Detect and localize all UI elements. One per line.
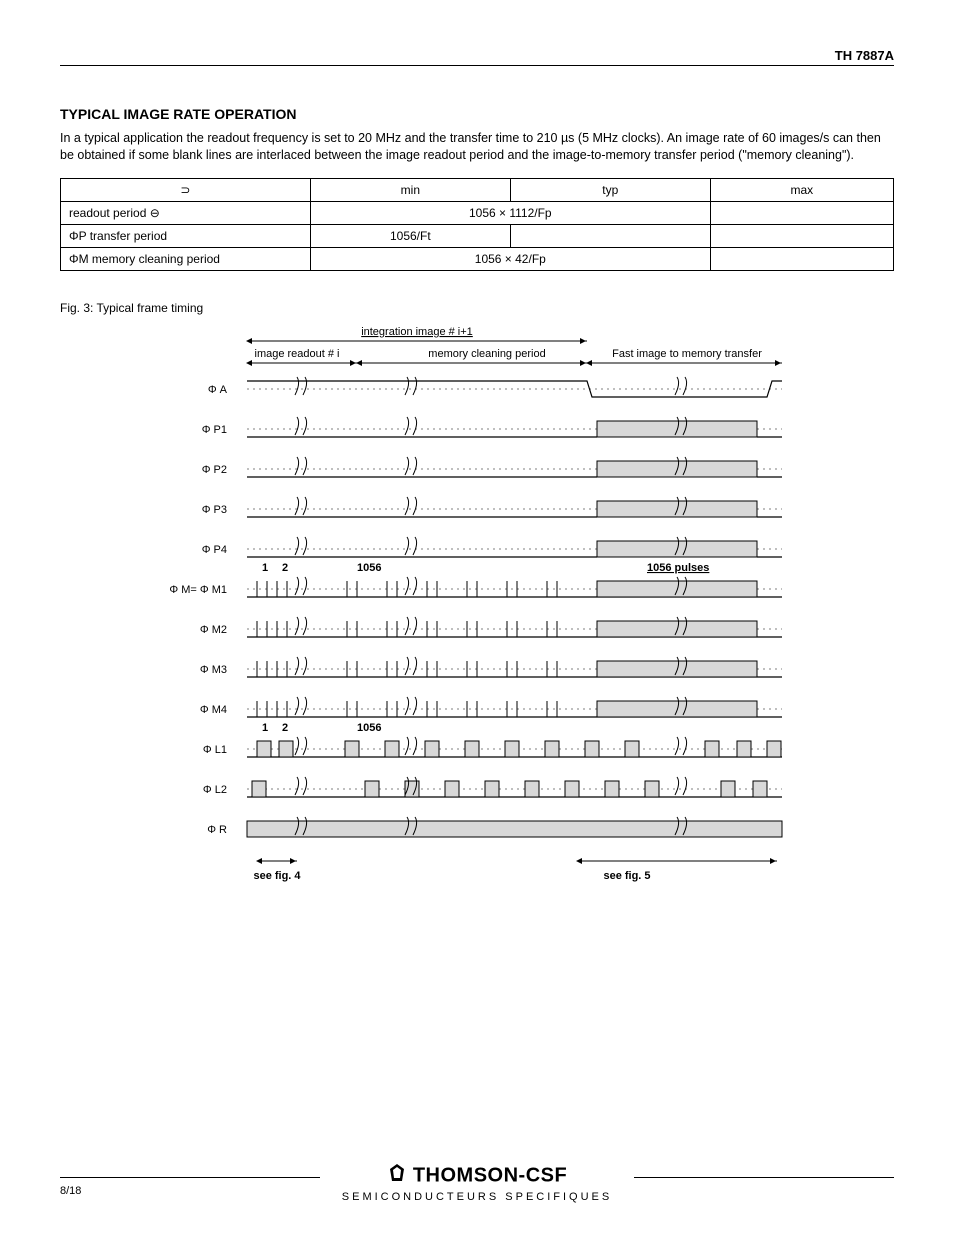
- timing-table: ⊃ min typ max readout period ⊖ 1056 × 11…: [60, 178, 894, 271]
- svg-text:2: 2: [282, 562, 288, 574]
- svg-text:see fig. 4: see fig. 4: [253, 870, 301, 882]
- cell: [710, 201, 893, 224]
- col-header: typ: [510, 178, 710, 201]
- footer: THOMSON-CSF SEMICONDUCTEURS SPECIFIQUES …: [0, 1163, 954, 1203]
- svg-text:Φ R: Φ R: [207, 824, 227, 836]
- cell: [510, 224, 710, 247]
- table-row: readout period ⊖ 1056 × 1112/Fp: [61, 201, 894, 224]
- svg-text:1056: 1056: [357, 562, 381, 574]
- table-row: ΦP transfer period 1056/Ft: [61, 224, 894, 247]
- svg-text:1056: 1056: [357, 722, 381, 734]
- section-paragraph: In a typical application the readout fre…: [60, 130, 894, 164]
- label: memory cleaning period: [428, 348, 545, 360]
- logo-icon: [387, 1163, 407, 1183]
- cell: 1056 × 1112/Fp: [310, 201, 710, 224]
- cell: 1056/Ft: [310, 224, 510, 247]
- col-header: min: [310, 178, 510, 201]
- cell: ΦP transfer period: [61, 224, 311, 247]
- cell: ΦM memory cleaning period: [61, 247, 311, 270]
- svg-text:2: 2: [282, 722, 288, 734]
- svg-text:Φ P4: Φ P4: [202, 544, 227, 556]
- svg-text:1056 pulses: 1056 pulses: [647, 562, 709, 574]
- col-header: max: [710, 178, 893, 201]
- svg-text:Φ M2: Φ M2: [200, 624, 227, 636]
- svg-text:Φ A: Φ A: [208, 384, 228, 396]
- cell: readout period ⊖: [61, 201, 311, 224]
- timing-diagram: integration image # i+1 image readout # …: [157, 321, 797, 906]
- svg-text:Φ M3: Φ M3: [200, 664, 227, 676]
- section-title: TYPICAL IMAGE RATE OPERATION: [60, 106, 894, 122]
- col-header: ⊃: [61, 178, 311, 201]
- footer-rule: [634, 1177, 894, 1178]
- svg-text:Φ L1: Φ L1: [203, 744, 227, 756]
- svg-text:Φ P2: Φ P2: [202, 464, 227, 476]
- cell: [710, 224, 893, 247]
- label: image readout # i: [255, 348, 340, 360]
- product-code: TH 7887A: [835, 48, 894, 63]
- footer-sub: SEMICONDUCTEURS SPECIFIQUES: [0, 1191, 954, 1203]
- label: integration image # i+1: [361, 326, 473, 338]
- svg-text:Φ P1: Φ P1: [202, 424, 227, 436]
- svg-text:Φ M4: Φ M4: [200, 704, 227, 716]
- top-rule: [60, 65, 894, 66]
- svg-text:1: 1: [262, 722, 268, 734]
- table-row: ΦM memory cleaning period 1056 × 42/Fp: [61, 247, 894, 270]
- figure-caption: Fig. 3: Typical frame timing: [60, 301, 894, 315]
- cell: 1056 × 42/Fp: [310, 247, 710, 270]
- footer-page: 8/18: [60, 1185, 81, 1197]
- signal-rows: Φ A Φ P1: [169, 377, 782, 837]
- svg-text:Φ P3: Φ P3: [202, 504, 227, 516]
- svg-text:see fig. 5: see fig. 5: [603, 870, 650, 882]
- footer-rule: [60, 1177, 320, 1178]
- cell: [710, 247, 893, 270]
- footer-logo: THOMSON-CSF: [0, 1163, 954, 1189]
- label: Fast image to memory transfer: [612, 348, 762, 360]
- svg-text:Φ L2: Φ L2: [203, 784, 227, 796]
- svg-text:1: 1: [262, 562, 268, 574]
- table-row: ⊃ min typ max: [61, 178, 894, 201]
- svg-text:Φ M= Φ M1: Φ M= Φ M1: [169, 584, 227, 596]
